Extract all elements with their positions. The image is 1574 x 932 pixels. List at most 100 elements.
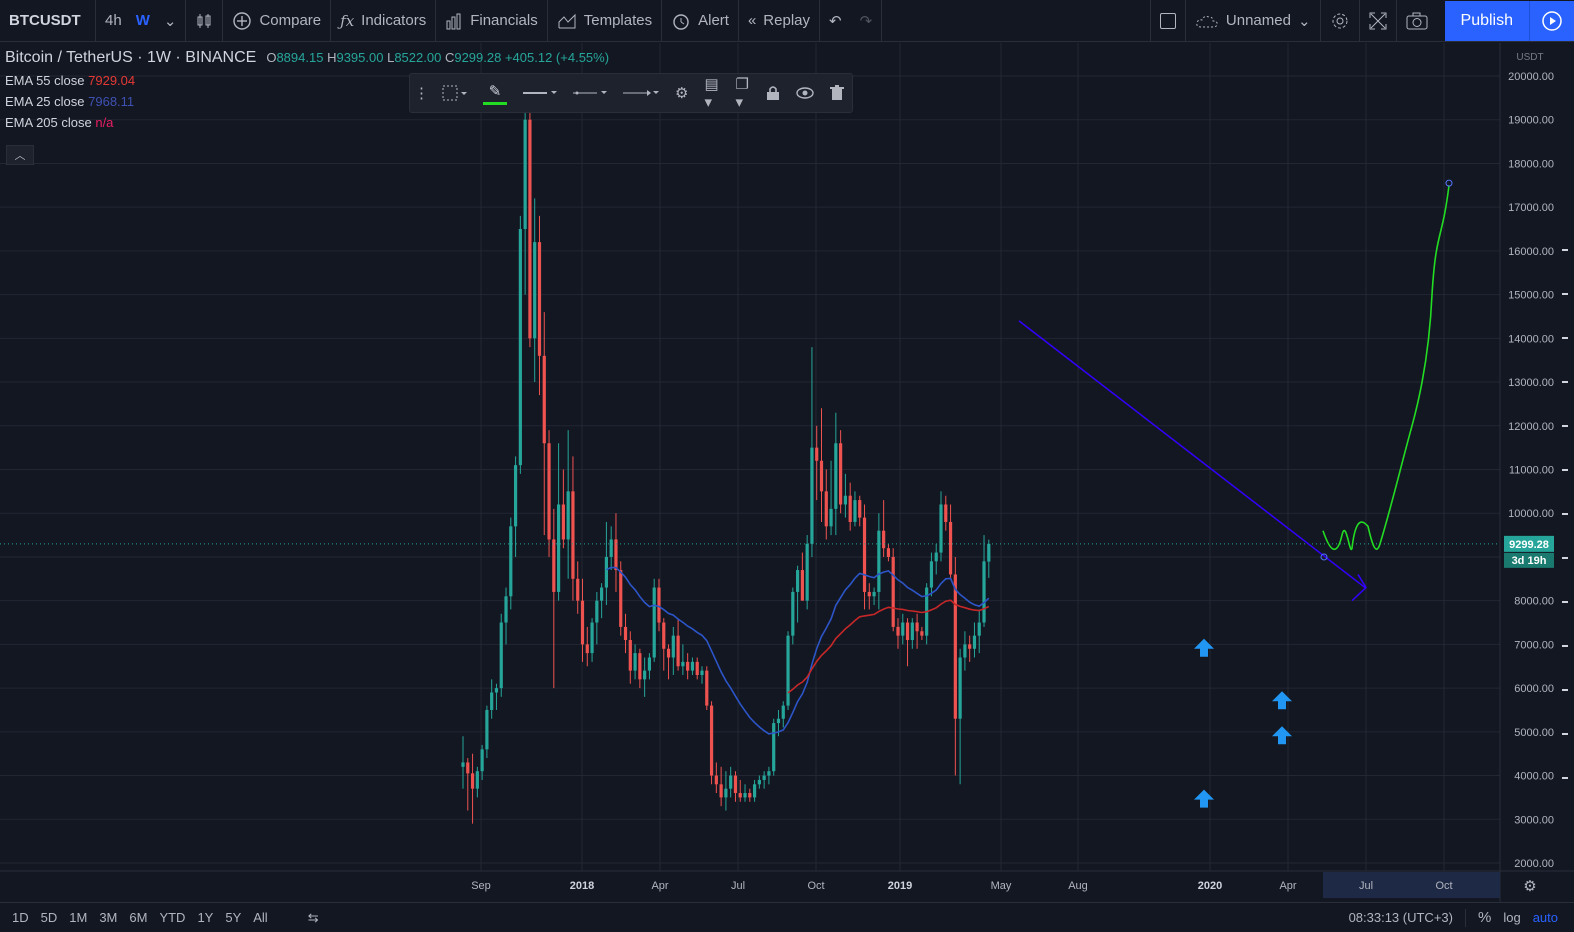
financials-button[interactable]: Financials	[436, 0, 548, 42]
symbol-title[interactable]: Bitcoin / TetherUS · 1W · BINANCE	[5, 49, 257, 66]
alarm-clock-icon	[673, 13, 689, 30]
candle-body	[901, 622, 905, 636]
trendline	[1018, 320, 1366, 589]
candle-body	[839, 443, 843, 505]
candle-body	[968, 644, 972, 649]
time-label: 2020	[1198, 880, 1222, 892]
ema55-legend[interactable]: EMA 55 close 7929.04	[5, 73, 136, 88]
chart-pane[interactable]: Sep 2018 Apr Jul Oct 2019 May Aug 2020 Apr Jul Oct U…	[0, 43, 1574, 903]
up-arrow-icon	[1194, 789, 1214, 808]
candle-body	[757, 779, 761, 785]
camera-icon	[1406, 12, 1428, 29]
eye-icon	[796, 87, 814, 99]
line-style-button[interactable]	[565, 74, 615, 112]
range-5y[interactable]: 5Y	[225, 910, 242, 925]
redo-button[interactable]: ↷	[851, 0, 883, 42]
price-tick-label: 20000.00	[1508, 71, 1554, 83]
compare-button[interactable]: Compare	[223, 0, 332, 42]
candle-body	[470, 773, 475, 789]
ema25-legend[interactable]: EMA 25 close 7968.11	[5, 94, 135, 109]
candle-body	[695, 661, 699, 675]
range-1d[interactable]: 1D	[12, 910, 29, 925]
layers-icon: ▤ ▾	[704, 76, 719, 111]
candle-body	[800, 570, 804, 601]
layout-name-button[interactable]: Unnamed ⌄	[1186, 0, 1321, 42]
range-1y[interactable]: 1Y	[197, 910, 214, 925]
interval-w[interactable]: W	[135, 12, 150, 29]
delete-button[interactable]	[822, 74, 852, 112]
drawing-settings-button[interactable]: ⚙	[667, 74, 696, 112]
undo-icon: ↶	[829, 12, 842, 30]
dotted-square-icon	[442, 85, 467, 101]
templates-label: Templates	[583, 12, 653, 29]
candle-body	[848, 495, 852, 522]
auto-toggle[interactable]: auto	[1532, 910, 1558, 925]
range-6m[interactable]: 6M	[129, 910, 148, 925]
candle-body	[719, 784, 723, 798]
fx-icon: ƒx	[340, 11, 355, 30]
publish-button[interactable]: Publish	[1444, 0, 1529, 41]
fullscreen-toggle-button[interactable]	[1149, 0, 1186, 42]
bottom-bar: 1D 5D 1M 3M 6M YTD 1Y 5Y All ⇆ 08:33:13 (UTC+3) …	[0, 902, 1574, 932]
axis-settings-gear-icon[interactable]: ⚙	[1523, 877, 1536, 895]
candle-body	[647, 657, 652, 671]
lock-button[interactable]	[758, 74, 788, 112]
trash-icon	[830, 85, 844, 100]
range-5d[interactable]: 5D	[40, 910, 58, 925]
candle-body	[910, 622, 914, 641]
financials-label: Financials	[470, 12, 538, 29]
settings-button[interactable]	[1321, 0, 1360, 42]
clone-button[interactable]: ❐ ▾	[727, 74, 758, 112]
hide-button[interactable]	[788, 74, 822, 112]
replay-button[interactable]: « Replay	[739, 0, 820, 42]
undo-button[interactable]: ↶	[820, 0, 851, 42]
interval-selector[interactable]: 4h W ⌄	[96, 0, 187, 42]
candle-body	[628, 640, 632, 671]
candle-body	[772, 723, 776, 772]
bar-chart-icon	[446, 13, 461, 29]
templates-button[interactable]: Templates	[548, 0, 663, 42]
snapshot-button[interactable]	[1397, 0, 1437, 42]
goto-date-icon[interactable]: ⇆	[307, 909, 319, 925]
legend-collapse-button[interactable]: ︿	[6, 145, 34, 165]
template-select-button[interactable]	[433, 74, 475, 112]
publish-play-button[interactable]	[1529, 0, 1574, 41]
candle-body	[652, 587, 656, 658]
line-color-button[interactable]: ✎	[475, 74, 515, 112]
candle-body	[786, 635, 790, 706]
drag-handle-icon[interactable]: ⋮	[414, 85, 429, 102]
log-toggle[interactable]: log	[1503, 910, 1521, 925]
fullscreen-button[interactable]	[1360, 0, 1397, 42]
range-ytd[interactable]: YTD	[159, 910, 186, 925]
templates-icon	[558, 13, 576, 28]
interval-4h[interactable]: 4h	[105, 12, 122, 29]
percent-toggle[interactable]: %	[1477, 909, 1492, 926]
line-width-button[interactable]	[515, 74, 565, 112]
indicators-button[interactable]: ƒx Indicators	[331, 0, 437, 42]
chevron-down-icon[interactable]: ⌄	[163, 12, 177, 30]
price-tick-label: 2000.00	[1514, 858, 1554, 870]
price-chart[interactable]: Sep 2018 Apr Jul Oct 2019 May Aug 2020 Apr Jul Oct U…	[0, 43, 1574, 903]
line-ends-button[interactable]	[615, 74, 667, 112]
arrow-end-icon	[623, 90, 659, 96]
range-3m[interactable]: 3M	[99, 910, 118, 925]
clock-time[interactable]: 08:33:13 (UTC+3)	[1348, 910, 1453, 925]
price-tick-label: 3000.00	[1514, 814, 1554, 826]
time-label: Apr	[1279, 880, 1296, 892]
symbol-search[interactable]: BTCUSDT	[0, 0, 96, 42]
price-tick-label: 8000.00	[1514, 596, 1554, 608]
rewind-icon: «	[747, 12, 757, 29]
alert-button[interactable]: Alert	[662, 0, 739, 42]
up-arrow-icon	[1272, 691, 1292, 710]
ema205-legend[interactable]: EMA 205 close n/a	[5, 115, 114, 130]
redo-icon: ↷	[859, 12, 873, 30]
time-label: Aug	[1068, 880, 1088, 892]
range-1m[interactable]: 1M	[69, 910, 88, 925]
chart-type-button[interactable]	[186, 0, 224, 42]
candle-body	[547, 443, 551, 540]
visual-order-button[interactable]: ▤ ▾	[696, 74, 727, 112]
range-all[interactable]: All	[253, 910, 268, 925]
projection-handle	[1445, 179, 1453, 187]
price-tick-label: 14000.00	[1508, 333, 1554, 345]
drawing-toolbar: ⋮ ✎ ⚙ ▤ ▾ ❐ ▾	[409, 73, 853, 113]
